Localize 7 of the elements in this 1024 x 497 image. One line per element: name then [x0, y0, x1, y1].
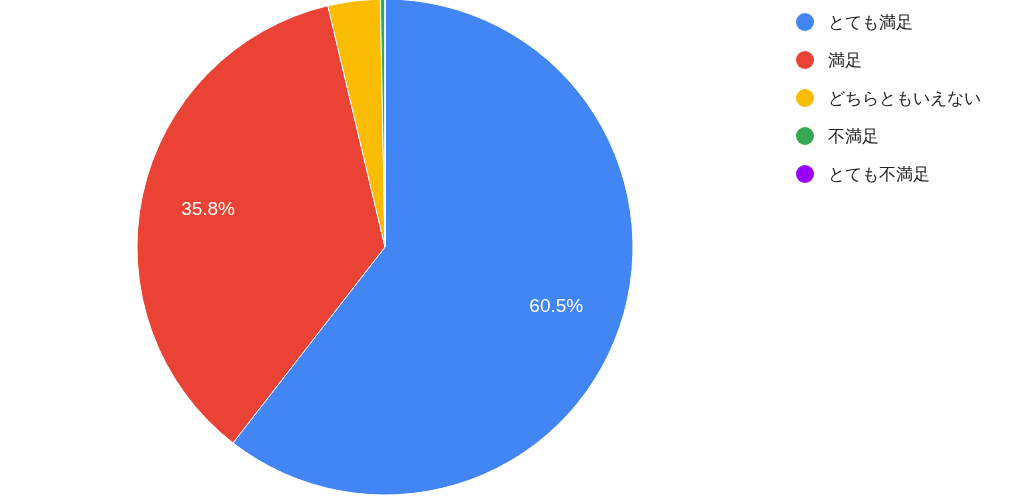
legend-label: 満足 — [828, 50, 862, 70]
legend-label: とても不満足 — [828, 164, 930, 184]
legend-label: 不満足 — [828, 126, 879, 146]
legend-label: どちらともいえない — [828, 88, 981, 108]
legend-label: とても満足 — [828, 12, 913, 32]
data-label: 60.5% — [529, 295, 584, 317]
data-label: 35.8% — [181, 198, 236, 220]
